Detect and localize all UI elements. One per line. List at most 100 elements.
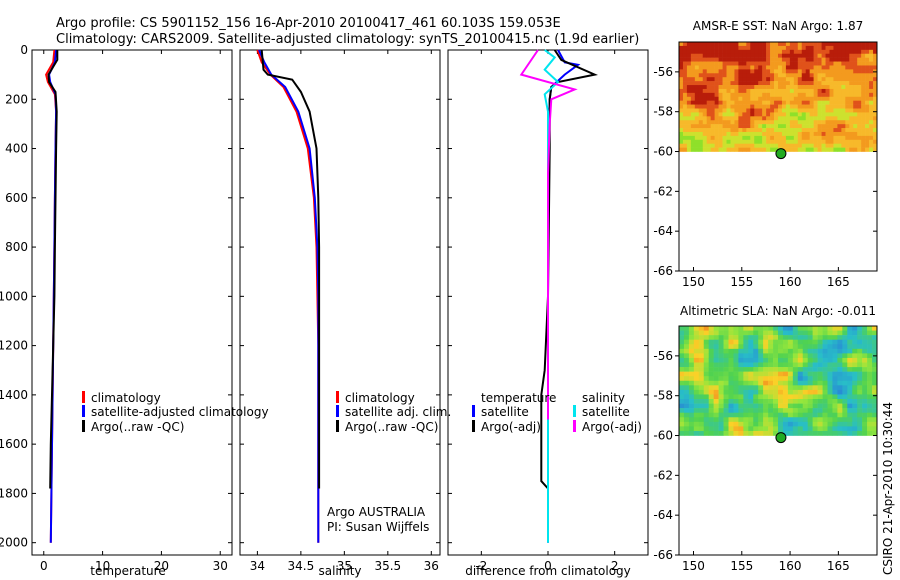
heatmap-cell [702, 139, 708, 144]
heatmap-cell [770, 61, 775, 66]
heatmap-cell [825, 124, 830, 129]
heatmap-cell [718, 104, 723, 109]
heatmap-cell [703, 426, 709, 432]
heatmap-cell [702, 57, 708, 62]
heatmap-cell [827, 376, 833, 382]
heatmap-cell [746, 42, 751, 47]
heatmap-cell [738, 348, 744, 354]
heatmap-cell [693, 330, 700, 336]
heatmap-cell [733, 399, 739, 404]
heatmap-cell [774, 88, 779, 94]
heatmap-cell [805, 128, 810, 133]
heatmap-cell [723, 408, 729, 413]
heatmap-cell [845, 57, 850, 62]
heatmap-cell [763, 389, 769, 395]
heatmap-cell [852, 430, 858, 436]
heatmap-cell [743, 426, 749, 432]
heatmap-cell [679, 69, 684, 74]
heatmap-cell [713, 412, 719, 418]
heatmap-cell [807, 412, 813, 418]
legend-group-salinity: salinity [582, 391, 625, 405]
heatmap-cell [825, 53, 830, 58]
heatmap-cell [861, 88, 866, 94]
heatmap-cell [746, 77, 751, 82]
heatmap-cell [857, 371, 863, 377]
heatmap-cell [853, 57, 858, 62]
heatmap-cell [768, 385, 774, 391]
heatmap-cell [766, 143, 771, 148]
heatmap-cell [758, 49, 763, 55]
legend-swatch-temp-argo [472, 420, 475, 432]
heatmap-cell [738, 116, 743, 121]
heatmap-cell [679, 430, 685, 436]
heatmap-cell [679, 412, 685, 418]
heatmap-cell [809, 42, 814, 47]
heatmap-cell [787, 326, 794, 331]
heatmap-cell [869, 49, 874, 55]
heatmap-cell [708, 326, 714, 331]
heatmap-cell [842, 421, 848, 427]
heatmap-cell [797, 112, 803, 117]
heatmap-cell [708, 335, 714, 340]
heatmap-cell [801, 104, 807, 109]
heatmap-cell [698, 430, 705, 436]
heatmap-cell [812, 326, 818, 331]
heatmap-cell [722, 85, 727, 90]
heatmap-cell [837, 108, 842, 113]
heatmap-cell [801, 42, 807, 47]
heatmap-cell [837, 412, 843, 418]
heatmap-cell [770, 92, 775, 98]
heatmap-cell [758, 92, 763, 98]
heatmap-cell [833, 73, 838, 78]
heatmap-cell [679, 92, 684, 98]
heatmap-cell [785, 77, 791, 82]
heatmap-cell [730, 131, 735, 137]
heatmap-cell [801, 143, 807, 148]
heatmap-cell [785, 45, 791, 51]
heatmap-cell [679, 376, 685, 382]
heatmap-cell [766, 65, 771, 70]
heatmap-cell [789, 69, 795, 74]
heatmap-cell [728, 394, 734, 400]
heatmap-cell [847, 430, 853, 436]
heatmap-cell [847, 348, 853, 354]
heatmap-cell [822, 367, 828, 372]
heatmap-cell [768, 371, 774, 377]
heatmap-cell [733, 394, 739, 400]
heatmap-cell [869, 124, 874, 129]
heatmap-cell [797, 403, 804, 409]
heatmap-cell [833, 85, 838, 90]
heatmap-cell [837, 426, 843, 432]
heatmap-cell [829, 88, 834, 94]
heatmap-cell [825, 77, 830, 82]
heatmap-cell [693, 421, 700, 427]
heatmap-cell [710, 77, 715, 82]
heatmap-cell [703, 371, 709, 377]
heatmap-cell [768, 339, 774, 345]
heatmap-cell [706, 104, 711, 109]
heatmap-cell [723, 385, 729, 391]
heatmap-cell [781, 61, 787, 66]
heatmap-cell [849, 131, 854, 137]
heatmap-cell [825, 57, 830, 62]
heatmap-cell [766, 116, 771, 121]
heatmap-cell [742, 135, 747, 141]
series-line-salinity-argo-adj [519, 49, 578, 420]
heatmap-cell [847, 385, 853, 391]
heatmap-cell [718, 120, 723, 125]
heatmap-cell [845, 112, 850, 117]
heatmap-cell [865, 88, 870, 94]
heatmap-cell [822, 412, 828, 418]
heatmap-cell [833, 131, 838, 137]
heatmap-cell [679, 426, 685, 432]
heatmap-cell [809, 147, 814, 152]
heatmap-cell [789, 116, 795, 121]
heatmap-cell [817, 45, 822, 51]
heatmap-cell [738, 108, 743, 113]
heatmap-cell [825, 85, 830, 90]
heatmap-cell [852, 426, 858, 432]
heatmap-cell [742, 92, 747, 98]
heatmap-cell [750, 85, 755, 90]
heatmap-cell [782, 357, 789, 363]
heatmap-cell [774, 65, 779, 70]
